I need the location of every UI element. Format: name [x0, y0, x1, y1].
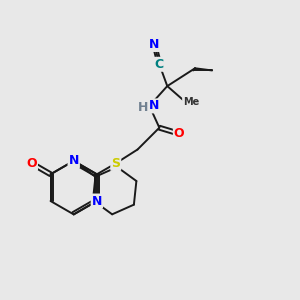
Text: H: H [138, 101, 149, 114]
Text: N: N [149, 99, 160, 112]
Text: C: C [155, 58, 164, 71]
Text: N: N [68, 154, 79, 167]
Text: Me: Me [183, 97, 199, 107]
Text: S: S [111, 157, 120, 170]
Text: O: O [26, 157, 37, 170]
Text: N: N [149, 38, 160, 51]
Text: O: O [174, 127, 184, 140]
Text: N: N [92, 194, 102, 208]
